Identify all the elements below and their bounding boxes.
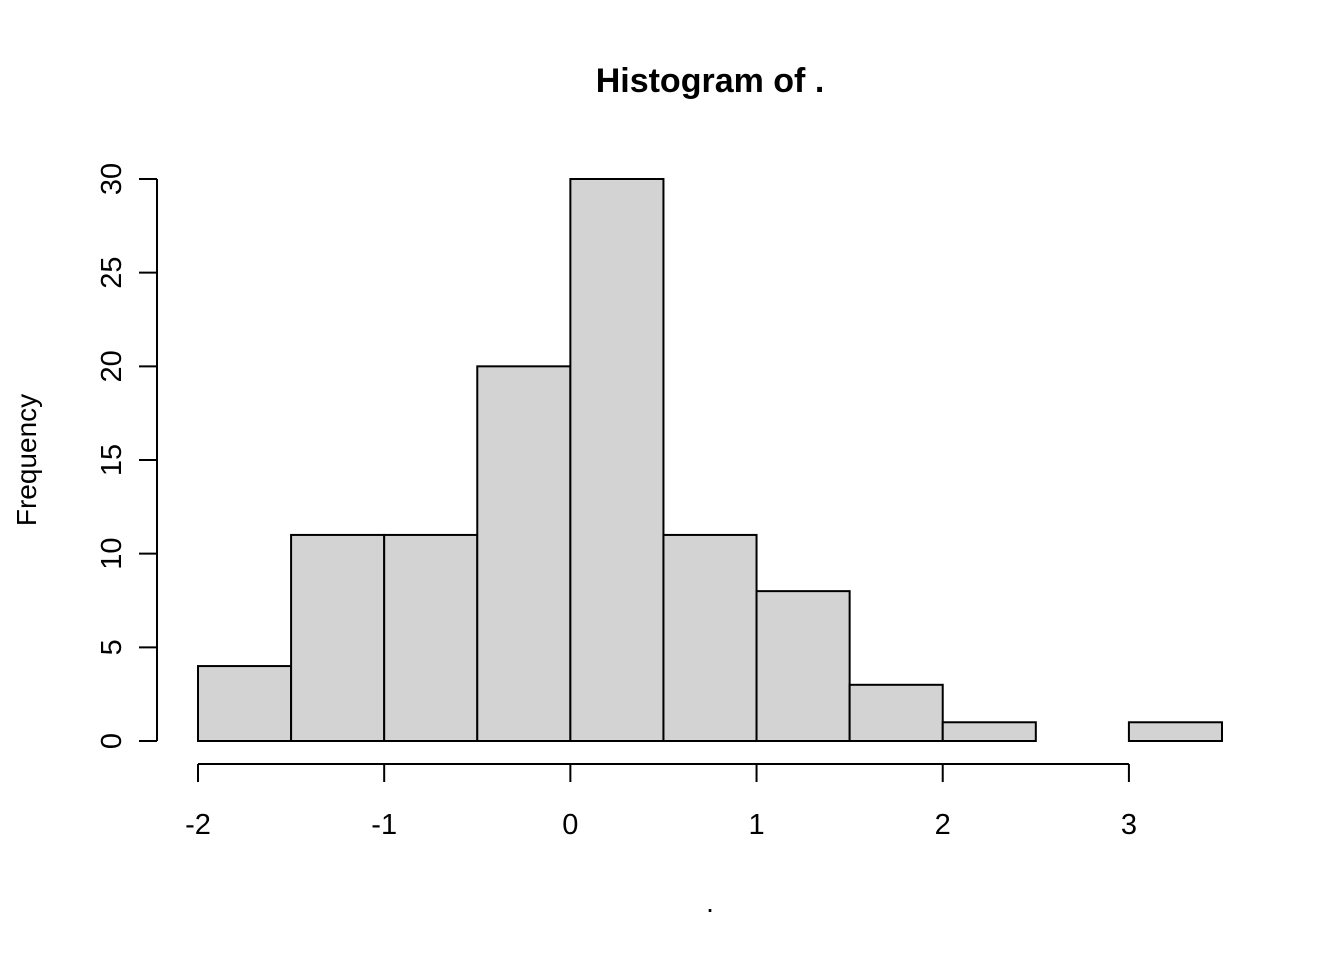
y-tick-label-6: 30 xyxy=(96,163,128,195)
x-tick-label-2: 0 xyxy=(562,809,578,841)
histogram-bar-3 xyxy=(476,365,572,742)
histogram-bar-6 xyxy=(755,590,851,743)
y-tick-label-1: 5 xyxy=(96,639,128,655)
histogram-bar-10 xyxy=(1127,721,1223,742)
y-axis-label: Frequency xyxy=(11,394,42,526)
y-tick-label-2: 10 xyxy=(96,538,128,570)
x-tick-label-0: -2 xyxy=(185,809,211,841)
histogram-bar-8 xyxy=(941,721,1037,742)
histogram-bar-5 xyxy=(662,533,758,743)
histogram-bar-0 xyxy=(197,665,293,742)
x-tick-label-5: 3 xyxy=(1121,809,1137,841)
y-axis: 0 5 10 15 20 25 30 xyxy=(96,163,158,749)
y-tick-label-0: 0 xyxy=(96,733,128,749)
y-tick-label-5: 25 xyxy=(96,257,128,289)
x-axis: -2 -1 0 1 2 3 xyxy=(185,763,1137,841)
histogram-bar-4 xyxy=(569,178,665,742)
x-tick-label-4: 2 xyxy=(935,809,951,841)
histogram-bar-1 xyxy=(290,533,386,743)
histogram-bar-7 xyxy=(848,683,944,742)
histogram-bars xyxy=(197,178,1223,743)
chart-title: Histogram of . xyxy=(596,62,825,100)
x-axis-label: . xyxy=(706,887,714,918)
y-tick-label-4: 20 xyxy=(96,350,128,382)
x-tick-label-3: 1 xyxy=(748,809,764,841)
histogram-bar-2 xyxy=(383,533,479,743)
x-tick-label-1: -1 xyxy=(371,809,397,841)
y-tick-label-3: 15 xyxy=(96,444,128,476)
